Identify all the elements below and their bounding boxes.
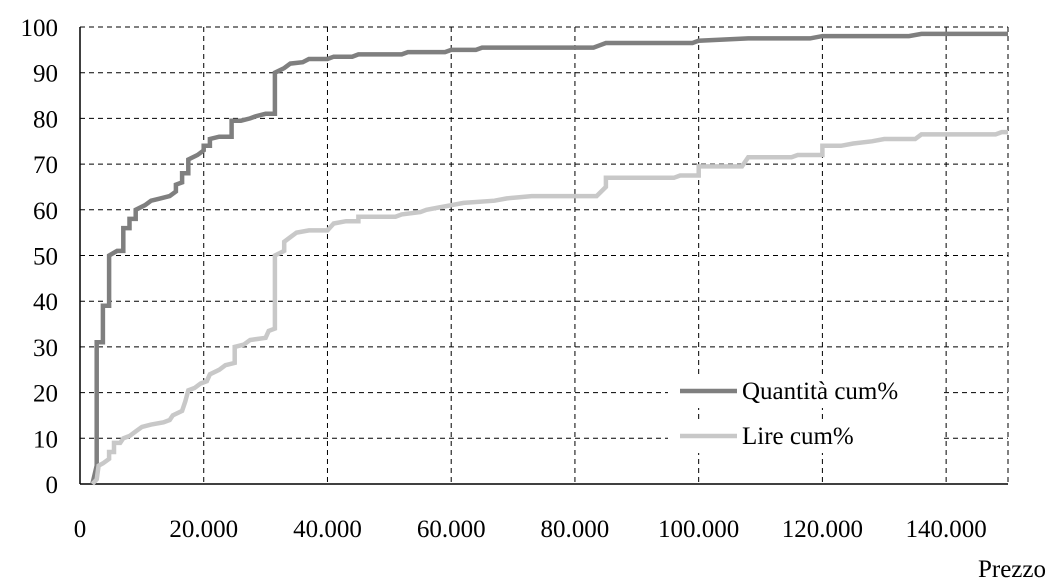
x-axis-title: Prezzo bbox=[978, 556, 1046, 581]
series-line-0 bbox=[90, 31, 1008, 485]
y-tick-label: 30 bbox=[33, 335, 58, 362]
x-tick-label: 20.000 bbox=[169, 516, 238, 543]
y-tick-label: 60 bbox=[33, 198, 58, 225]
legend-label: Lire cum% bbox=[742, 423, 854, 450]
y-tick-label: 50 bbox=[33, 244, 58, 271]
x-tick-label: 100.000 bbox=[658, 516, 739, 543]
y-tick-label: 100 bbox=[21, 15, 59, 42]
x-tick-label: 60.000 bbox=[417, 516, 486, 543]
x-axis-ticks: 0 20.000 40.000 60.000 80.000 100.000 120.000 1… bbox=[74, 516, 987, 543]
y-tick-label: 0 bbox=[46, 472, 59, 499]
y-tick-label: 70 bbox=[33, 152, 58, 179]
grid-lines bbox=[80, 26, 1009, 484]
x-tick-label: 40.000 bbox=[293, 516, 362, 543]
series-line-1 bbox=[90, 129, 1008, 486]
y-tick-label: 20 bbox=[33, 381, 58, 408]
legend-label: Quantità cum% bbox=[742, 378, 898, 405]
y-tick-label: 40 bbox=[33, 289, 58, 316]
y-tick-label: 80 bbox=[33, 106, 58, 133]
x-tick-label: 0 bbox=[74, 516, 87, 543]
x-tick-label: 140.000 bbox=[906, 516, 987, 543]
legend: Quantità cum% Lire cum% bbox=[668, 374, 940, 453]
y-axis-ticks: 0 10 20 30 40 50 60 70 80 90 100 bbox=[21, 15, 59, 499]
y-tick-label: 10 bbox=[33, 426, 58, 453]
x-tick-label: 80.000 bbox=[541, 516, 610, 543]
y-tick-label: 90 bbox=[33, 61, 58, 88]
series-layer bbox=[90, 31, 1008, 486]
x-tick-label: 120.000 bbox=[782, 516, 863, 543]
